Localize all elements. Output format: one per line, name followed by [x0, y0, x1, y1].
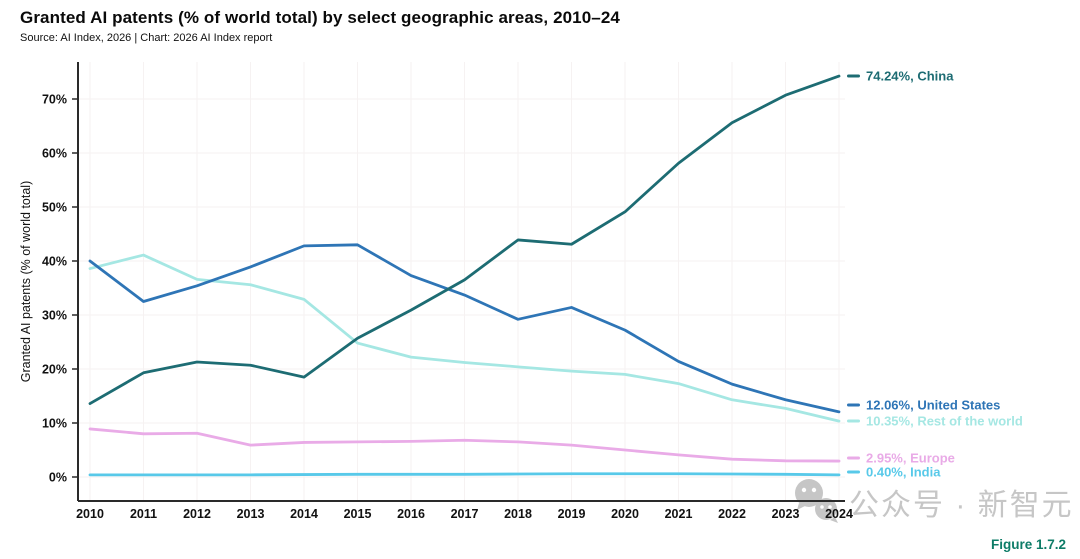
y-tick-label: 30%: [42, 309, 67, 323]
x-tick-label: 2017: [451, 507, 479, 521]
x-tick-label: 2022: [718, 507, 746, 521]
x-tick-label: 2019: [558, 507, 586, 521]
x-tick-label: 2021: [665, 507, 693, 521]
x-tick-label: 2013: [237, 507, 265, 521]
end-label-dash: [847, 456, 860, 460]
y-axis-title: Granted AI patents (% of world total): [19, 181, 33, 383]
x-tick-label: 2015: [344, 507, 372, 521]
end-label-dash: [847, 470, 860, 474]
y-tick-label: 20%: [42, 363, 67, 377]
x-tick-label: 2011: [130, 507, 157, 521]
series-line-united-states: [88, 243, 841, 414]
x-tick-label: 2012: [183, 507, 211, 521]
x-tick-label: 2023: [772, 507, 800, 521]
end-label-rest-of-the-world: 10.35%, Rest of the world: [847, 414, 1023, 429]
end-label-text: 74.24%, China: [866, 68, 954, 84]
y-tick-label: 60%: [42, 147, 67, 161]
end-label-dash: [847, 419, 860, 423]
series-line-india: [88, 472, 841, 477]
chart-title: Granted AI patents (% of world total) by…: [20, 8, 620, 27]
watermark-text: 公众号 · 新智元: [849, 489, 1074, 522]
y-tick-label: 0%: [49, 471, 67, 485]
end-label-dash: [847, 403, 860, 407]
series-line-rest-of-the-world: [88, 253, 841, 423]
y-tick-label: 50%: [42, 201, 67, 215]
x-tick-label: 2018: [504, 507, 532, 521]
end-label-text: 12.06%, United States: [866, 397, 1001, 413]
end-label-china: 74.24%, China: [847, 69, 953, 84]
y-tick-label: 70%: [42, 93, 67, 107]
chart-source-line: Source: AI Index, 2026 | Chart: 2026 AI …: [20, 32, 273, 44]
x-tick-label: 2016: [397, 507, 425, 521]
x-tick-label: 2020: [611, 507, 639, 521]
end-label-text: 0.40%, India: [866, 464, 941, 480]
series-line-china: [88, 74, 841, 405]
end-label-text: 2.95%, Europe: [866, 450, 955, 466]
end-label-europe: 2.95%, Europe: [847, 451, 955, 466]
x-tick-label: 2010: [76, 507, 104, 521]
series-line-europe: [88, 427, 841, 463]
x-tick-label: 2014: [290, 507, 318, 521]
x-tick-label: 2024: [825, 507, 853, 521]
end-label-india: 0.40%, India: [847, 464, 940, 479]
y-tick-label: 40%: [42, 255, 67, 269]
figure-number-label: Figure 1.7.2: [990, 537, 1066, 552]
end-label-text: 10.35%, Rest of the world: [866, 413, 1023, 429]
end-label-united-states: 12.06%, United States: [847, 397, 1000, 412]
y-tick-label: 10%: [42, 417, 67, 431]
end-label-dash: [847, 74, 860, 78]
